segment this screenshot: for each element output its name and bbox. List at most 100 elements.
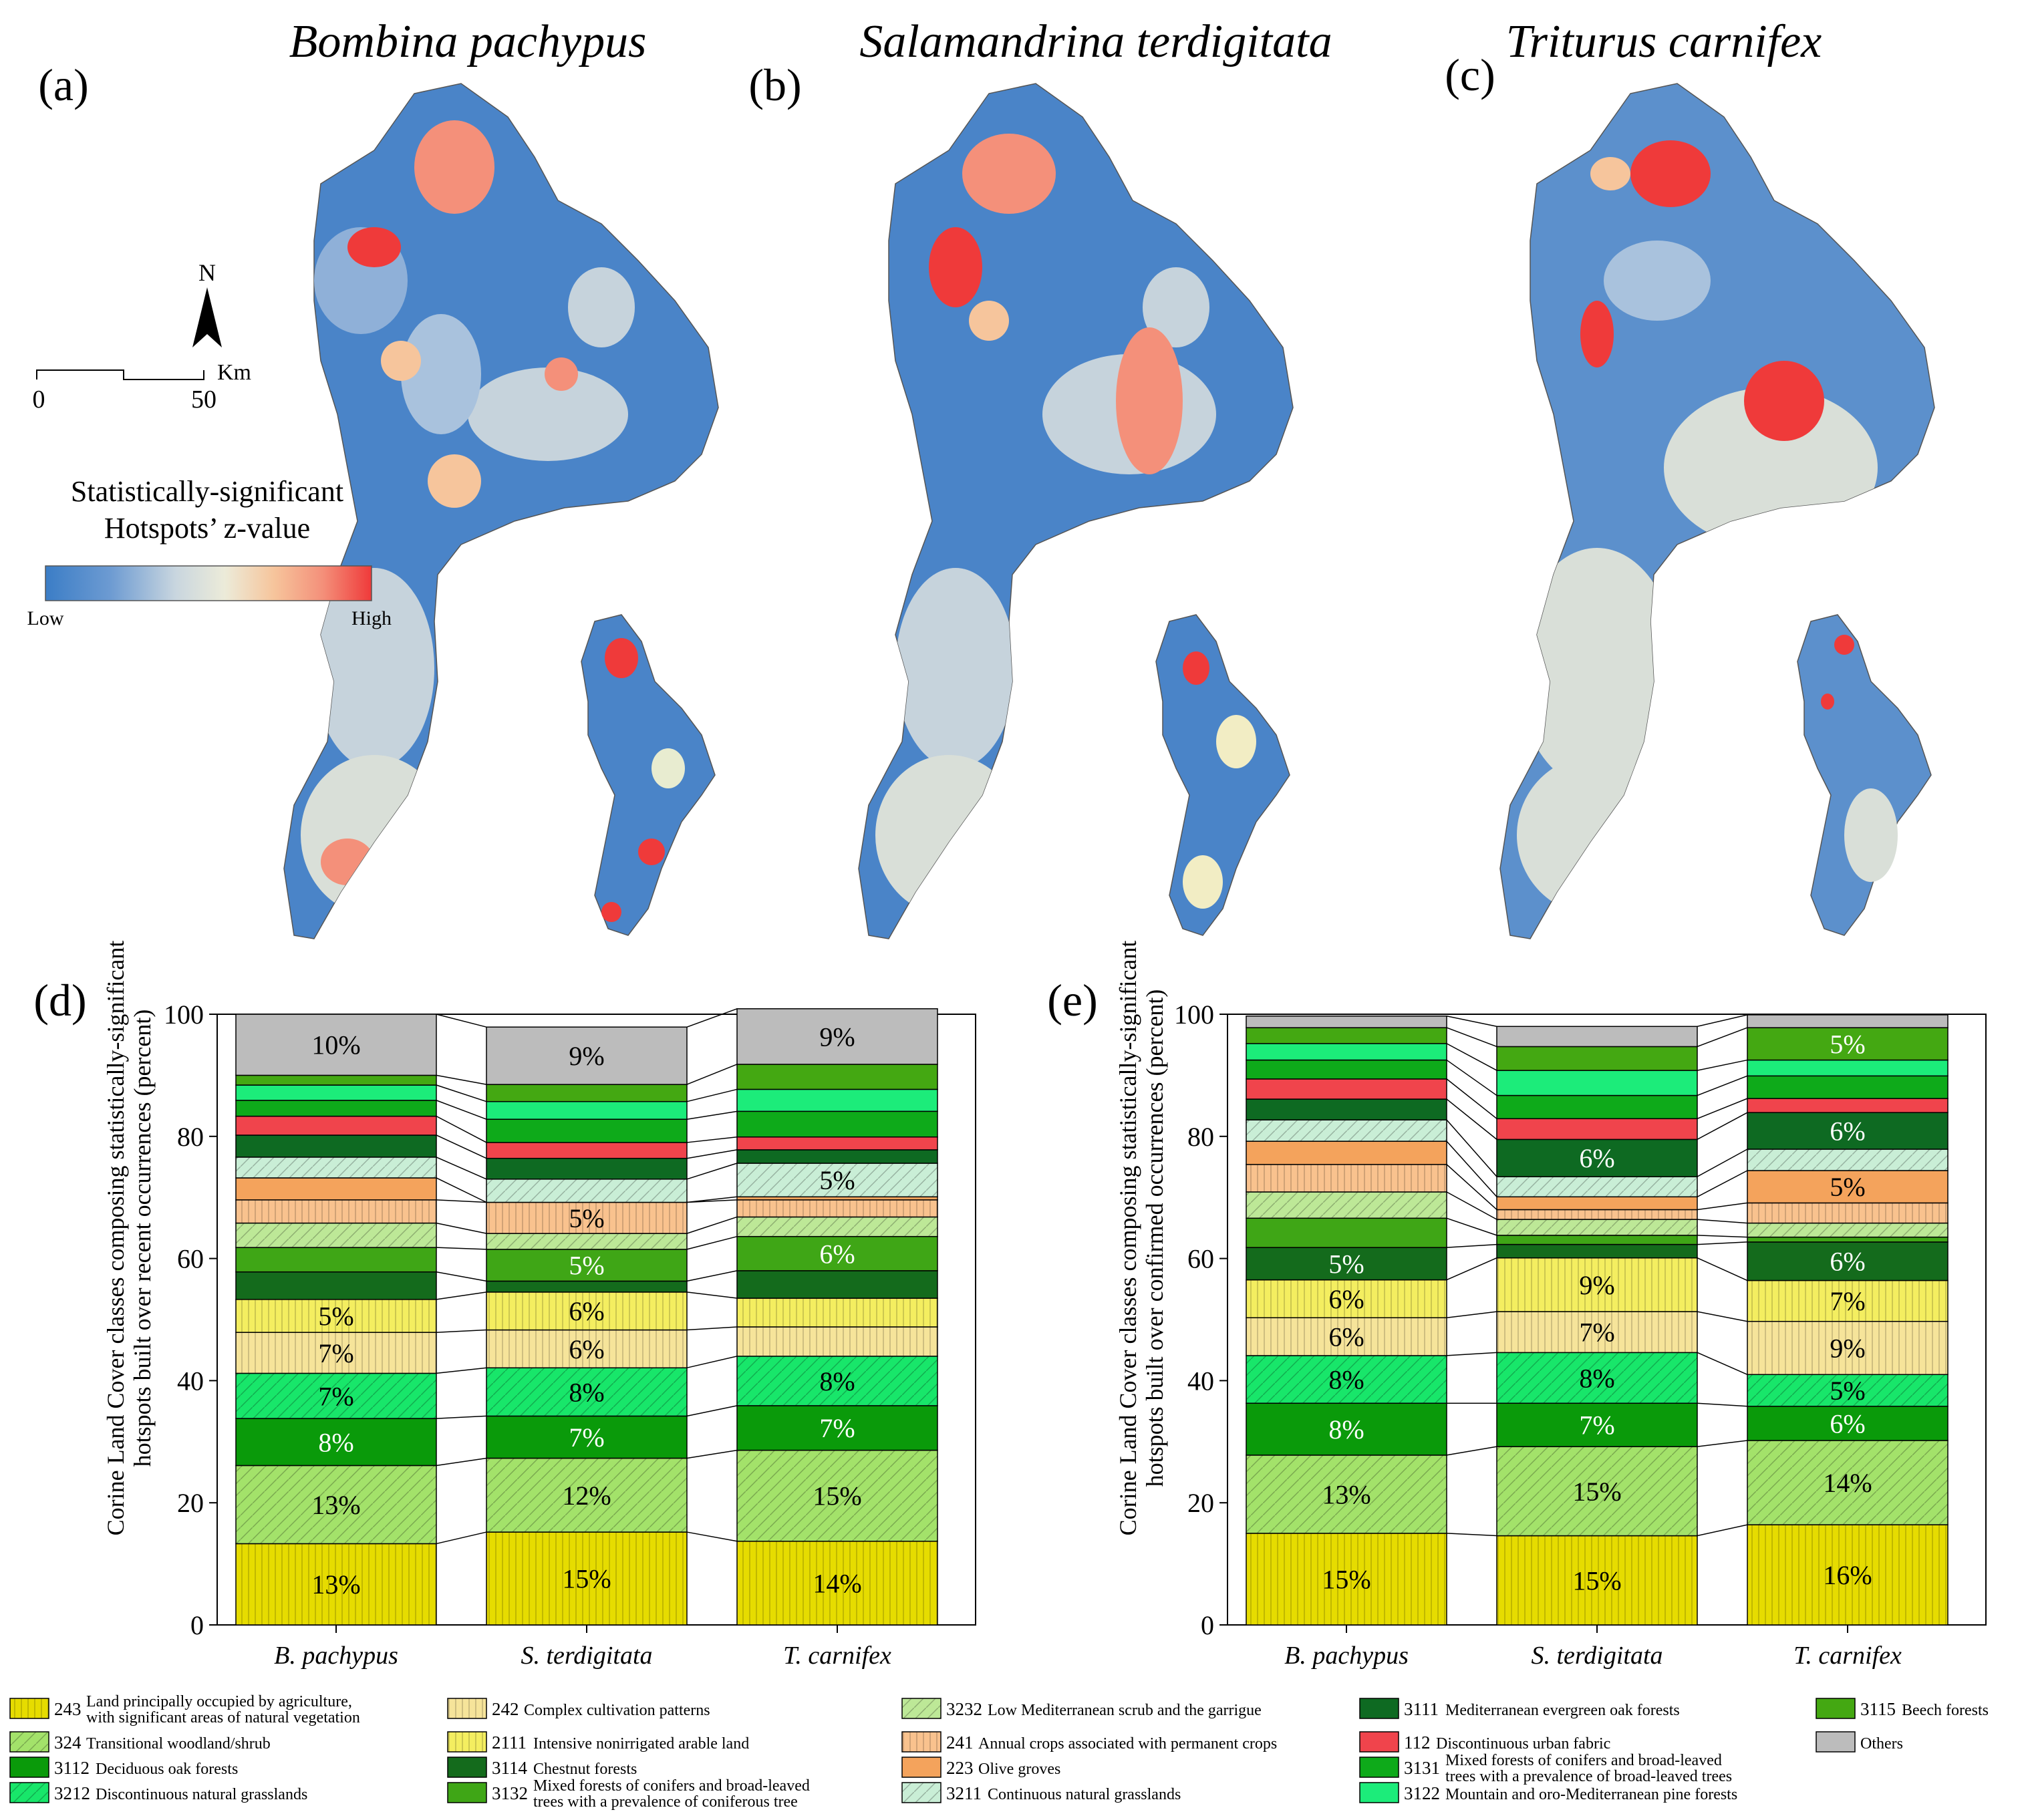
bar-c3232-2-pattern <box>737 1217 937 1237</box>
segment-connector <box>1446 1191 1497 1220</box>
legend-code-c223: 223 <box>946 1758 974 1778</box>
y-tick-label: 40 <box>1187 1366 1214 1396</box>
bar-c3212-0-pattern <box>1246 1355 1447 1404</box>
bar-c3122-2 <box>736 1088 938 1112</box>
bar-value-label: 5% <box>1830 1172 1865 1202</box>
x-tick-label: B. pachypus <box>1284 1642 1409 1670</box>
bar-c3112-2 <box>1747 1406 1948 1441</box>
bar-others-0 <box>235 1014 437 1076</box>
scale-end: 50 <box>191 386 216 414</box>
bar-c243-0-pattern <box>1246 1533 1447 1625</box>
bar-c3211-1-pattern <box>1497 1177 1697 1197</box>
bar-c3114-1 <box>486 1280 688 1293</box>
legend-code-c3211: 3211 <box>946 1783 982 1803</box>
chart-d-ylabel-1: Corine Land Cover classes composing stat… <box>102 941 129 1536</box>
legend-swatch-pattern <box>448 1698 486 1718</box>
bar-c3111-0 <box>235 1134 437 1158</box>
legend-label-c324: Transitional woodland/shrub <box>86 1735 271 1753</box>
ramp-low-label: Low <box>27 607 64 629</box>
bar-c3111-0 <box>1246 1098 1447 1120</box>
x-tick-label: S. terdigitata <box>521 1642 652 1670</box>
segment-connector <box>1697 1170 1748 1197</box>
legend-label-c3132: trees with a prevalence of coniferous tr… <box>533 1793 798 1811</box>
bar-value-label: 6% <box>1579 1143 1614 1173</box>
bar-c3115-0 <box>1246 1027 1447 1044</box>
y-tick-label: 100 <box>164 1000 204 1030</box>
bar-value-label: 5% <box>1328 1249 1364 1279</box>
calabria-map-b <box>858 83 1294 939</box>
y-tick-label: 60 <box>177 1244 204 1274</box>
bar-value-label: 7% <box>1579 1318 1614 1348</box>
legend-code-c3111: 3111 <box>1404 1699 1439 1719</box>
legend-label-c242: Complex cultivation patterns <box>524 1702 710 1719</box>
segment-connector <box>686 1449 738 1459</box>
bar-c3111-2 <box>1747 1112 1948 1150</box>
segment-connector <box>686 1163 738 1180</box>
bar-value-label: 7% <box>318 1338 353 1368</box>
bar-c243-1-pattern <box>1497 1535 1697 1625</box>
segment-connector <box>436 1100 487 1120</box>
segment-connector <box>686 1531 738 1542</box>
bar-c2111-1-pattern <box>486 1292 687 1330</box>
legend-label-c3115: Beech forests <box>1902 1702 1989 1719</box>
y-tick-label: 80 <box>177 1122 204 1152</box>
bar-others-1 <box>486 1026 688 1085</box>
bar-value-label: 9% <box>819 1022 855 1052</box>
bar-c242-2-pattern <box>1747 1321 1948 1375</box>
bar-c112-1 <box>1496 1118 1698 1141</box>
bar-value-label: 6% <box>1830 1247 1865 1277</box>
chart-panel-e: (e) Corine Land Cover classes composing … <box>1047 941 1987 1670</box>
bar-value-label: 7% <box>1830 1286 1865 1316</box>
bar-c3115-1 <box>1496 1046 1698 1071</box>
legend-label-c3132: Mixed forests of conifers and broad-leav… <box>533 1777 810 1795</box>
bar-c3211-0-pattern <box>236 1157 436 1178</box>
chart-d-plot: 0 20 40 60 80 100 13% 13% 8% 7% 7% 5% 10% B. pachypus… <box>164 1000 976 1670</box>
segment-connector <box>436 1014 487 1028</box>
segment-connector <box>1446 1141 1497 1197</box>
legend-swatch-c223 <box>901 1757 942 1778</box>
bar-c3212-0-pattern <box>236 1373 436 1419</box>
bar-c324-1-pattern <box>486 1458 687 1533</box>
bar-c2111-0-pattern <box>1246 1279 1447 1318</box>
map-title-b: Salamandrina terdigitata <box>859 16 1332 67</box>
legend-swatch-c3111 <box>1359 1698 1399 1719</box>
chart-d-ylabel-2: hotspots built over recent occurrences (… <box>129 1010 156 1467</box>
scale-unit: Km <box>217 360 251 385</box>
legend-code-c3115: 3115 <box>1860 1699 1896 1719</box>
legend-code-c324: 324 <box>54 1732 82 1753</box>
bar-value-label: 16% <box>1823 1560 1872 1590</box>
legend-code-c241: 241 <box>946 1732 974 1753</box>
chart-e-ylabel-2: hotspots built over confirmed occurrence… <box>1141 990 1168 1487</box>
segment-connector <box>1697 1241 1748 1245</box>
bar-c324-2-pattern <box>1747 1440 1948 1525</box>
segment-connector <box>436 1271 487 1282</box>
y-tick-label: 60 <box>1187 1244 1214 1274</box>
legend-code-c3132: 3132 <box>492 1783 528 1803</box>
legend-swatch-c112 <box>1359 1731 1399 1753</box>
segment-connector <box>436 1415 487 1419</box>
segment-connector <box>1697 1112 1748 1141</box>
scale-start: 0 <box>33 386 45 414</box>
bar-c112-0 <box>1246 1078 1447 1100</box>
bar-c3115-2 <box>736 1064 938 1090</box>
segment-connector <box>686 1326 738 1331</box>
segment-connector <box>1446 1098 1497 1140</box>
north-arrow-icon <box>192 287 222 347</box>
legend-swatch-c3114 <box>447 1757 487 1778</box>
legend-label-c3111: Mediterranean evergreen oak forests <box>1445 1702 1680 1719</box>
legend-swatch-pattern <box>448 1732 486 1752</box>
segment-connector <box>1697 1402 1748 1407</box>
bar-c324-0-pattern <box>236 1465 436 1544</box>
bar-c223-0 <box>1246 1141 1447 1165</box>
segment-connector <box>1446 1059 1497 1096</box>
bar-c3122-1 <box>486 1100 688 1120</box>
legend-label-c241: Annual crops associated with permanent c… <box>978 1735 1277 1753</box>
bar-value-label: 15% <box>1572 1565 1621 1596</box>
chart-panel-d: (d) Corine Land Cover classes composing … <box>33 941 976 1670</box>
north-label: N <box>198 259 216 286</box>
bar-c3131-0 <box>235 1100 437 1117</box>
hotspot-legend-title-2: Hotspots’ z-value <box>104 512 310 545</box>
map-title-c: Triturus carnifex <box>1506 16 1822 67</box>
segment-connector <box>686 1216 738 1234</box>
